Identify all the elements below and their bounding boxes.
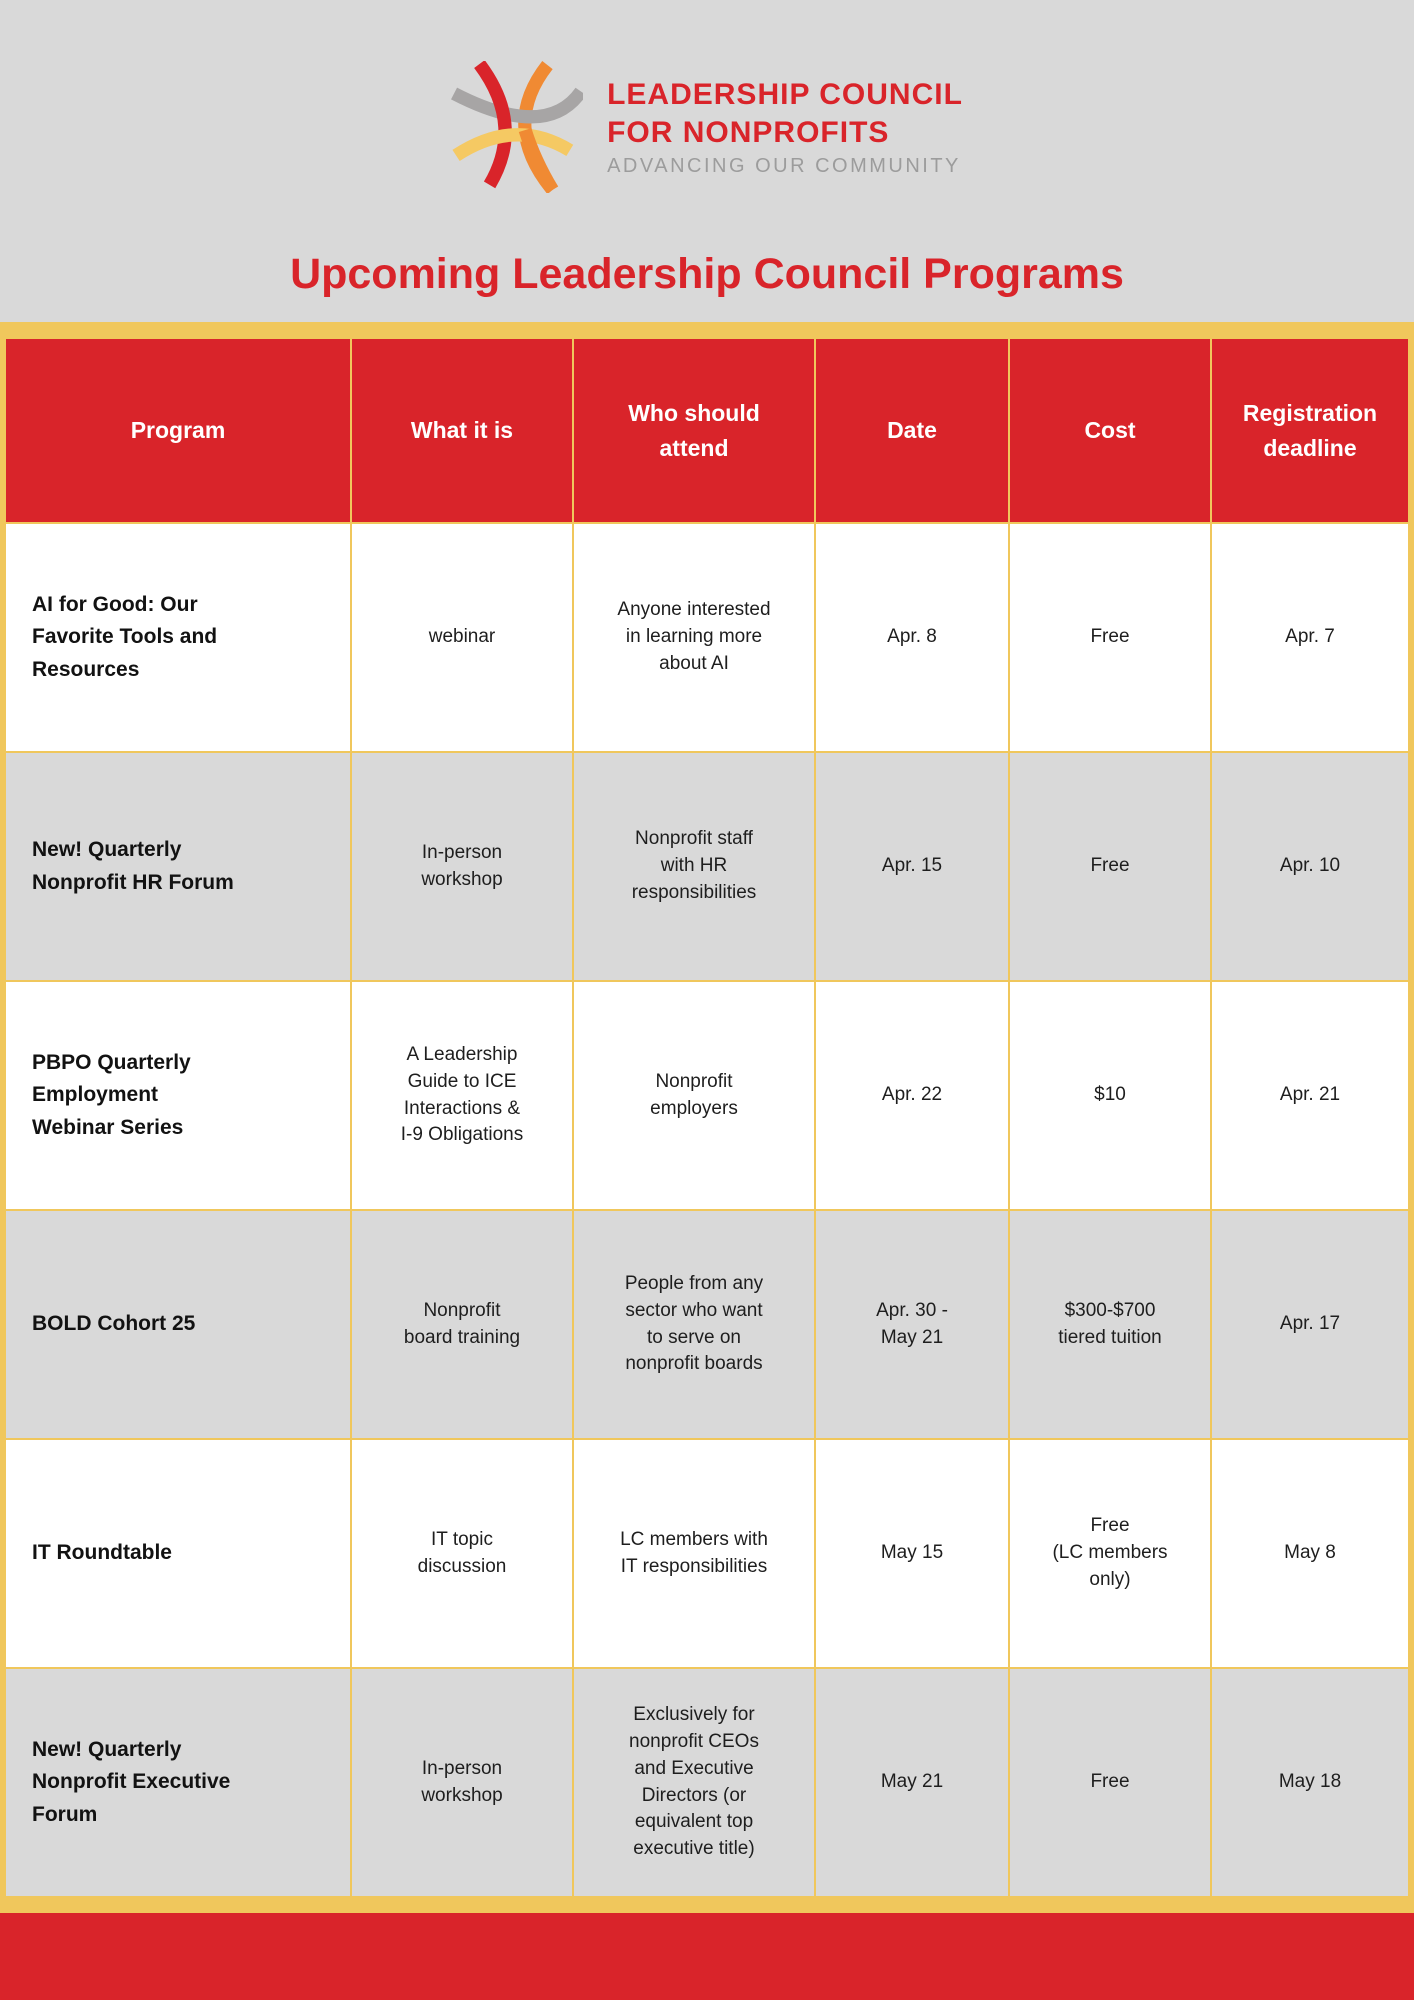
who-should-attend-cell: Exclusively for nonprofit CEOs and Execu…	[574, 1669, 814, 1896]
program-cell: New! Quarterly Nonprofit HR Forum	[6, 753, 350, 980]
column-header-what-it-is: What it is	[352, 339, 572, 522]
date-cell: Apr. 8	[816, 524, 1008, 751]
header-row: Program What it is Who should attend Dat…	[6, 339, 1408, 522]
cost-cell: Free	[1010, 753, 1210, 980]
deadline-cell: Apr. 7	[1212, 524, 1408, 751]
flyer-header: LEADERSHIP COUNCIL FOR NONPROFITS ADVANC…	[0, 0, 1414, 298]
table-row: IT Roundtable IT topic discussion LC membe…	[6, 1440, 1408, 1667]
deadline-cell: May 8	[1212, 1440, 1408, 1667]
date-cell: Apr. 22	[816, 982, 1008, 1209]
program-table-header: Program What it is Who should attend Dat…	[6, 339, 1408, 522]
program-table: Program What it is Who should attend Dat…	[4, 337, 1410, 1898]
who-should-attend-cell: Nonprofit employers	[574, 982, 814, 1209]
program-table-body: AI for Good: Our Favorite Tools and Reso…	[6, 524, 1408, 1896]
program-cell: BOLD Cohort 25	[6, 1211, 350, 1438]
footer-bar	[0, 1913, 1414, 2000]
table-row: New! Quarterly Nonprofit HR Forum In-pers…	[6, 753, 1408, 980]
cost-cell: Free	[1010, 1669, 1210, 1896]
logo-name-line2: FOR NONPROFITS	[607, 116, 890, 149]
deadline-cell: Apr. 10	[1212, 753, 1408, 980]
logo-tagline: ADVANCING OUR COMMUNITY	[607, 155, 961, 177]
cost-cell: $10	[1010, 982, 1210, 1209]
deadline-cell: May 18	[1212, 1669, 1408, 1896]
deadline-cell: Apr. 21	[1212, 982, 1408, 1209]
program-table-frame: Program What it is Who should attend Dat…	[0, 322, 1414, 1913]
cost-cell: Free	[1010, 524, 1210, 751]
column-header-date: Date	[816, 339, 1008, 522]
logo-mark-icon	[451, 61, 584, 193]
who-should-attend-cell: LC members with IT responsibilities	[574, 1440, 814, 1667]
program-cell: New! Quarterly Nonprofit Executive Forum	[6, 1669, 350, 1896]
cost-cell: $300-$700 tiered tuition	[1010, 1211, 1210, 1438]
date-cell: Apr. 30 - May 21	[816, 1211, 1008, 1438]
who-should-attend-cell: Nonprofit staff with HR responsibilities	[574, 753, 814, 980]
column-header-registration-deadline: Registration deadline	[1212, 339, 1408, 522]
column-header-who-should-attend: Who should attend	[574, 339, 814, 522]
program-cell: PBPO Quarterly Employment Webinar Series	[6, 982, 350, 1209]
date-cell: May 15	[816, 1440, 1008, 1667]
what-it-is-cell: In-person workshop	[352, 753, 572, 980]
cost-cell: Free (LC members only)	[1010, 1440, 1210, 1667]
what-it-is-cell: webinar	[352, 524, 572, 751]
date-cell: Apr. 15	[816, 753, 1008, 980]
program-cell: AI for Good: Our Favorite Tools and Reso…	[6, 524, 350, 751]
deadline-cell: Apr. 17	[1212, 1211, 1408, 1438]
logo-name-line1: LEADERSHIP COUNCIL	[607, 78, 963, 111]
column-header-program: Program	[6, 339, 350, 522]
table-row: New! Quarterly Nonprofit Executive Forum…	[6, 1669, 1408, 1896]
page-title: Upcoming Leadership Council Programs	[290, 250, 1124, 298]
table-row: AI for Good: Our Favorite Tools and Reso…	[6, 524, 1408, 751]
organization-logo: LEADERSHIP COUNCIL FOR NONPROFITS ADVANC…	[0, 54, 1414, 200]
what-it-is-cell: Nonprofit board training	[352, 1211, 572, 1438]
logo-wordmark: LEADERSHIP COUNCIL FOR NONPROFITS ADVANC…	[607, 76, 963, 178]
who-should-attend-cell: Anyone interested in learning more about…	[574, 524, 814, 751]
date-cell: May 21	[816, 1669, 1008, 1896]
who-should-attend-cell: People from any sector who want to serve…	[574, 1211, 814, 1438]
what-it-is-cell: A Leadership Guide to ICE Interactions &…	[352, 982, 572, 1209]
column-header-cost: Cost	[1010, 339, 1210, 522]
what-it-is-cell: IT topic discussion	[352, 1440, 572, 1667]
what-it-is-cell: In-person workshop	[352, 1669, 572, 1896]
program-cell: IT Roundtable	[6, 1440, 350, 1667]
table-row: BOLD Cohort 25 Nonprofit board training Pe…	[6, 1211, 1408, 1438]
table-row: PBPO Quarterly Employment Webinar Series…	[6, 982, 1408, 1209]
